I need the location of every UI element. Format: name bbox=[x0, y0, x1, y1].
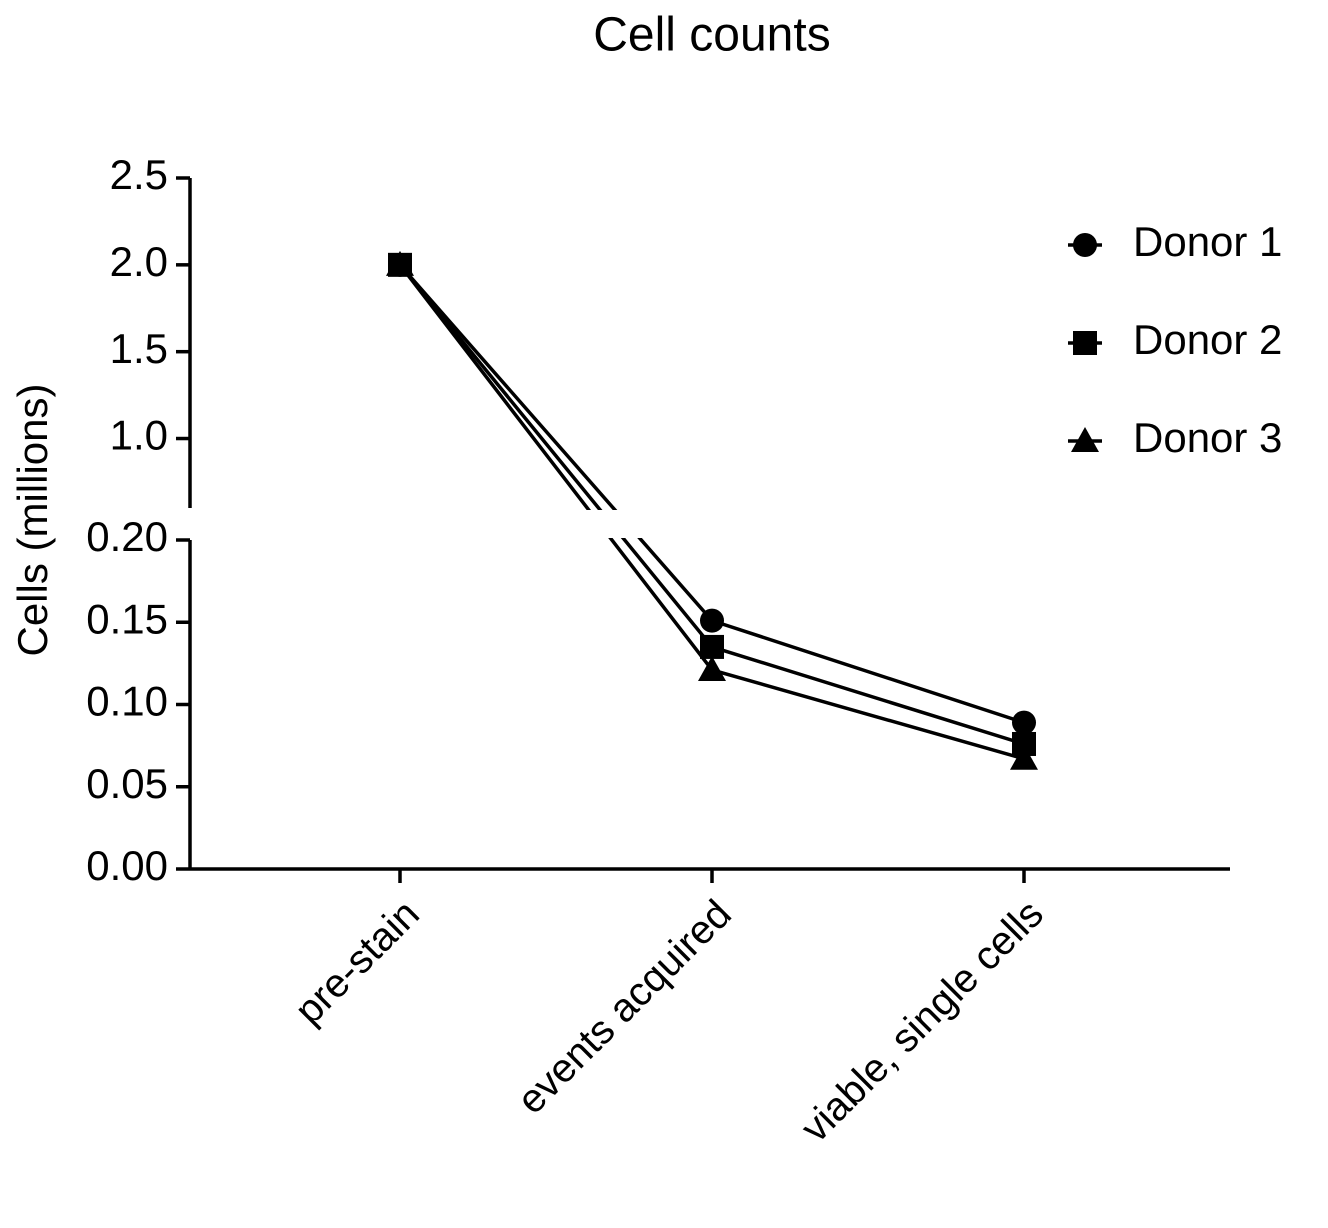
x-tick-label: pre-stain bbox=[287, 892, 428, 1033]
y-tick-label: 2.5 bbox=[110, 151, 168, 198]
y-tick-label: 0.05 bbox=[86, 760, 168, 807]
x-tick-label: viable, single cells bbox=[793, 892, 1052, 1151]
y-tick-label: 1.5 bbox=[110, 325, 168, 372]
legend-label: Donor 1 bbox=[1133, 218, 1282, 265]
x-tick-label: events acquired bbox=[509, 892, 740, 1123]
marker bbox=[1012, 710, 1036, 735]
marker bbox=[1073, 233, 1097, 257]
marker bbox=[1071, 427, 1099, 452]
y-tick-label: 0.15 bbox=[86, 595, 168, 642]
y-tick-label: 0.00 bbox=[86, 842, 168, 889]
legend-label: Donor 3 bbox=[1133, 414, 1282, 461]
marker bbox=[1073, 331, 1097, 355]
marker bbox=[700, 608, 724, 633]
legend-label: Donor 2 bbox=[1133, 316, 1282, 363]
y-axis-label: Cells (millions) bbox=[9, 383, 56, 656]
axis-break-gap bbox=[194, 510, 1230, 538]
y-tick-label: 0.10 bbox=[86, 678, 168, 725]
marker bbox=[700, 634, 724, 659]
y-tick-label: 2.0 bbox=[110, 238, 168, 285]
marker bbox=[386, 250, 414, 276]
chart-title: Cell counts bbox=[593, 9, 830, 62]
y-tick-label: 0.20 bbox=[86, 513, 168, 560]
y-tick-label: 1.0 bbox=[110, 412, 168, 459]
marker bbox=[1010, 744, 1038, 770]
marker bbox=[698, 655, 726, 681]
